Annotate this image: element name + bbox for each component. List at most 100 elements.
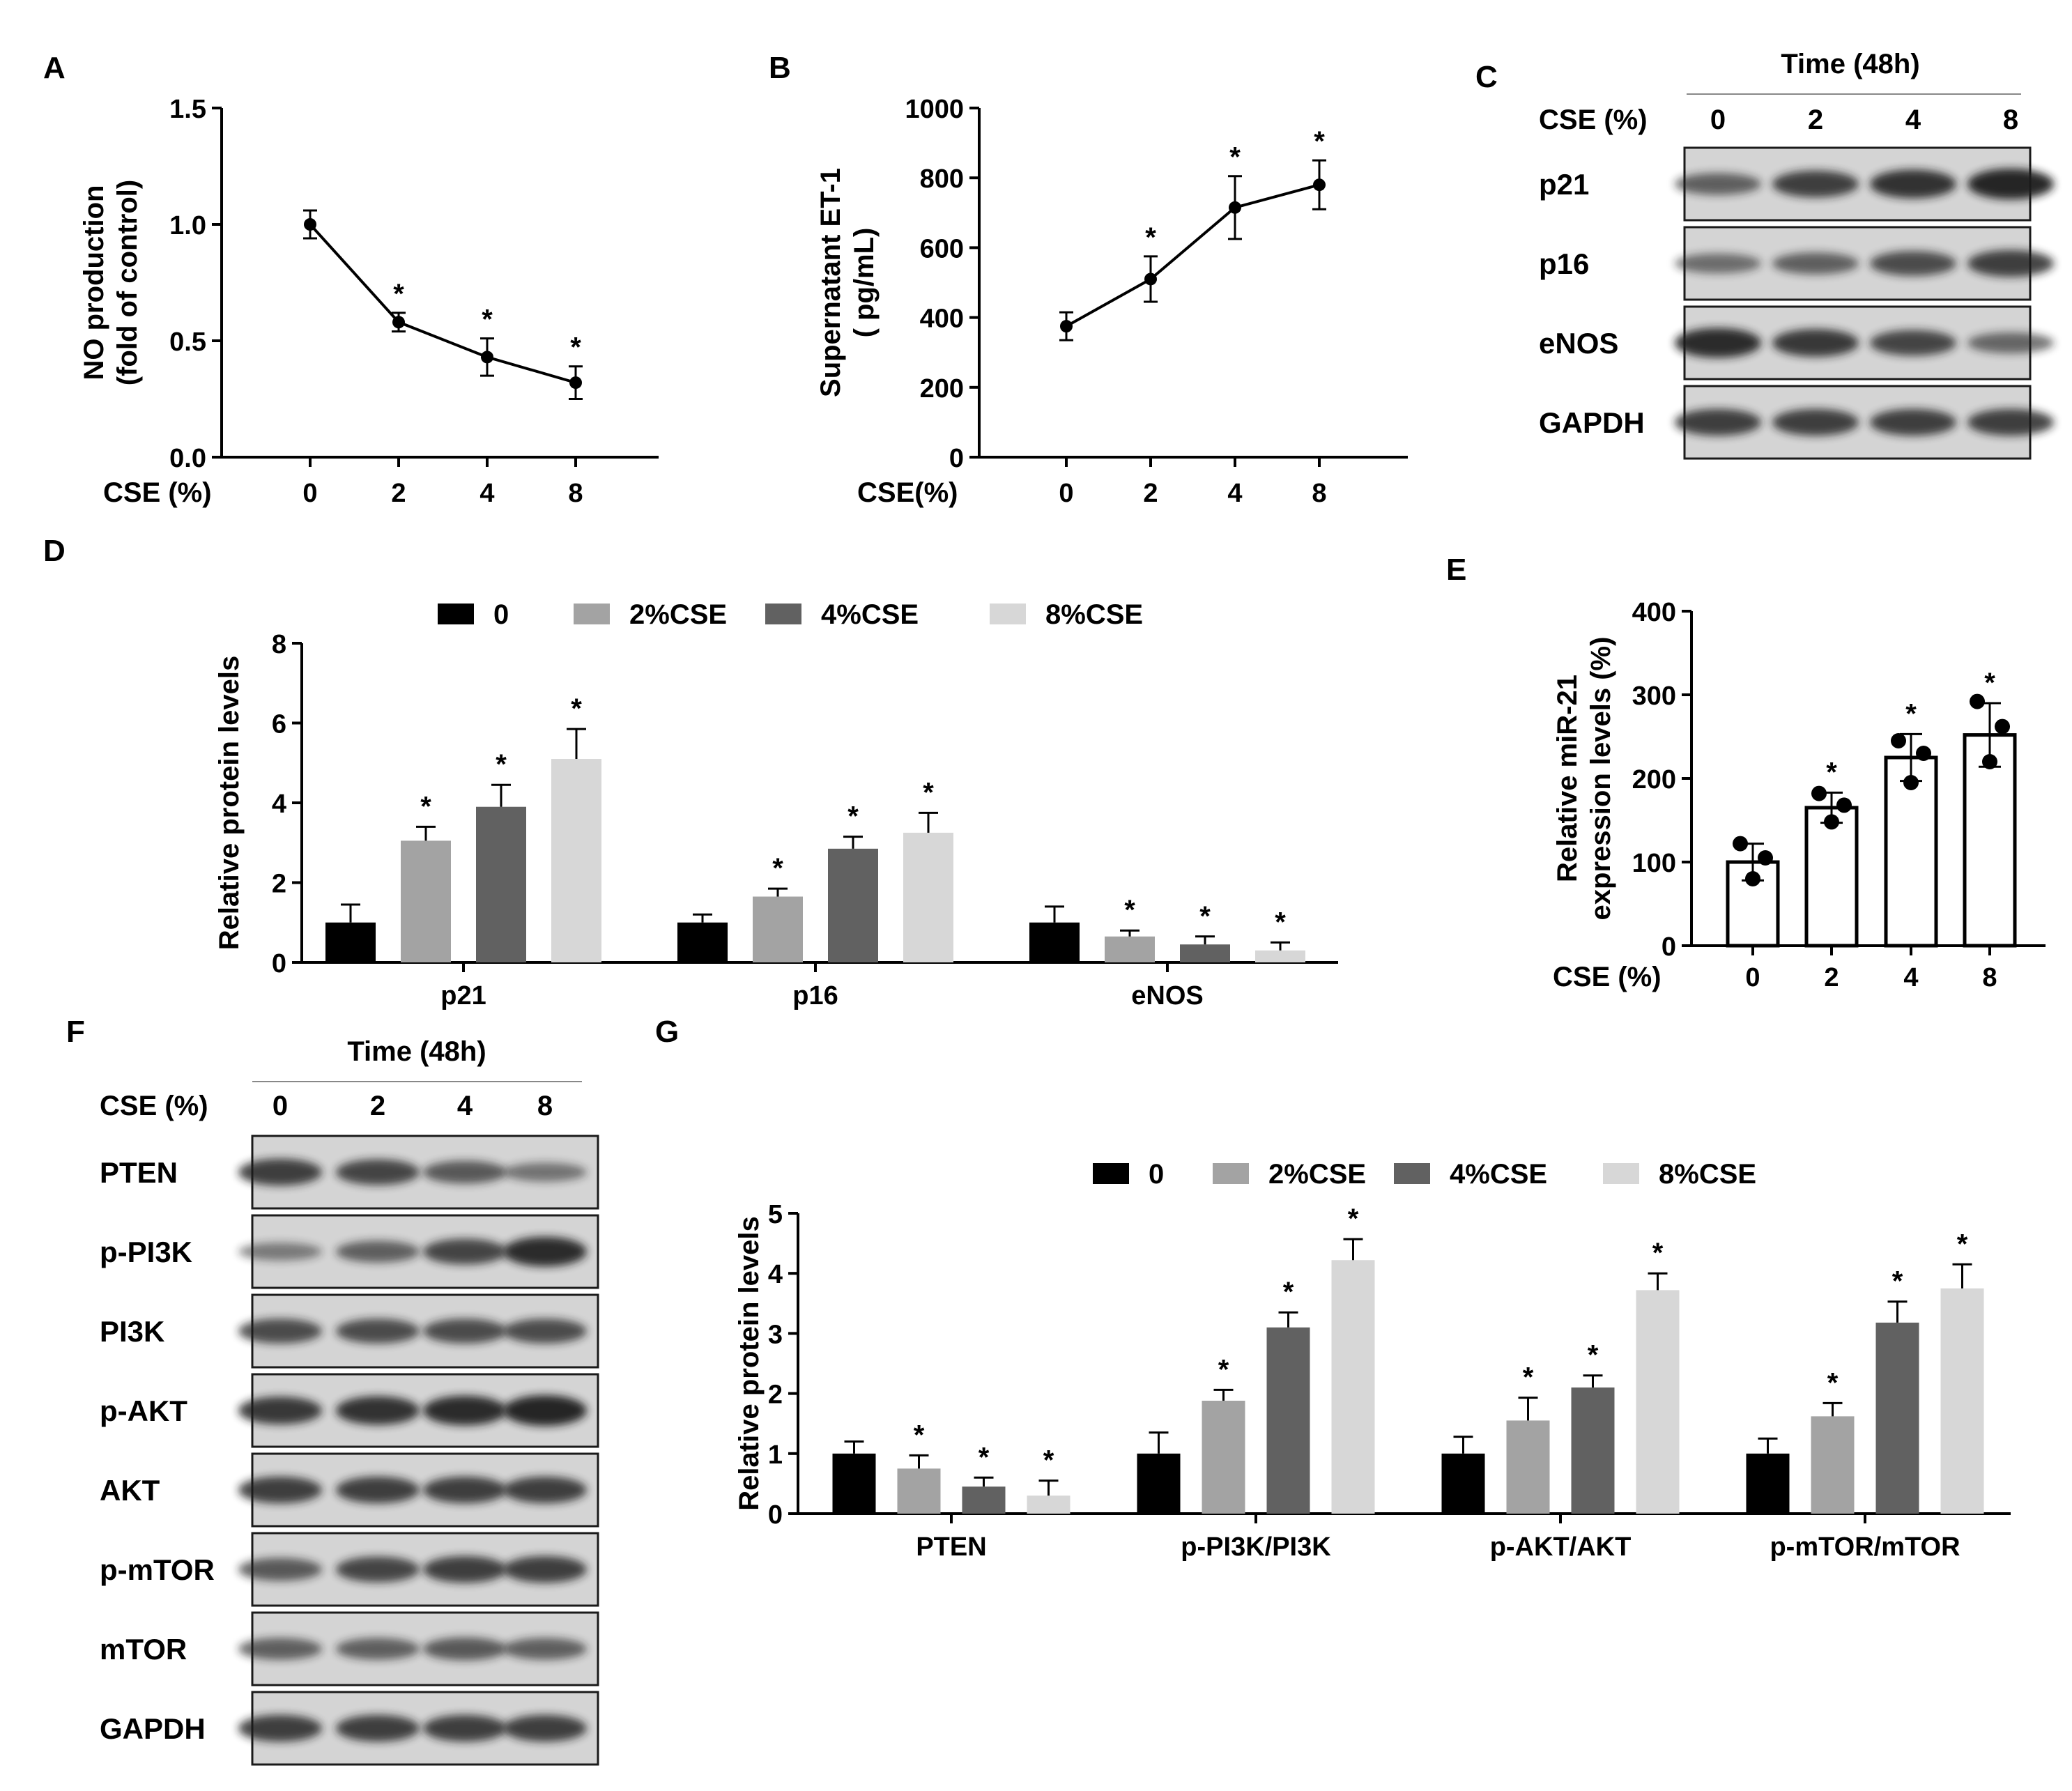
y-axis-label: Relative miR-21 (1552, 675, 1583, 882)
blot-header: Time (48h) (347, 1036, 486, 1067)
y-tick-label: 0 (768, 1500, 783, 1530)
protein-band (423, 1319, 507, 1344)
y-tick-label: 300 (1632, 682, 1676, 711)
protein-band (336, 1396, 420, 1425)
protein-label: p21 (1539, 168, 1589, 201)
protein-band (238, 1638, 322, 1660)
y-tick-label: 100 (1632, 849, 1676, 878)
protein-band (336, 1714, 420, 1742)
x-tick-label: 4 (479, 479, 494, 508)
y-axis-label: NO production (79, 185, 109, 381)
protein-label: p-PI3K (100, 1236, 192, 1268)
data-point (1891, 733, 1906, 748)
y-tick-label: 400 (1632, 598, 1676, 627)
y-axis-label: Relative protein levels (734, 1216, 765, 1510)
data-point (1060, 320, 1073, 333)
y-axis-label: (fold of control) (112, 180, 143, 385)
y-axis-label: ( pg/mL) (849, 228, 880, 338)
legend-swatch (1394, 1163, 1430, 1184)
protein-band (423, 1238, 507, 1265)
bar (1804, 806, 1859, 948)
blot-header: Time (48h) (1781, 49, 1919, 79)
legend-swatch (1213, 1163, 1249, 1184)
significance-star: * (1043, 1445, 1054, 1476)
bar (832, 1453, 876, 1514)
protein-label: eNOS (1539, 327, 1618, 360)
legend-label: 4%CSE (1450, 1159, 1547, 1190)
x-tick-label: 2 (1824, 963, 1839, 992)
y-tick-label: 4 (272, 790, 286, 819)
y-tick-label: 800 (920, 164, 964, 194)
y-tick-label: 1.5 (169, 95, 206, 124)
protein-band (503, 1476, 587, 1504)
cse-row-label: CSE (%) (100, 1091, 208, 1121)
bar (753, 896, 803, 962)
data-point (481, 351, 493, 364)
protein-band (423, 1714, 507, 1742)
significance-star: * (1827, 1367, 1839, 1398)
significance-star: * (1348, 1204, 1359, 1234)
series-line (1066, 183, 1320, 328)
y-tick-label: 0.5 (169, 328, 206, 357)
y-tick-label: 1 (768, 1440, 783, 1470)
protein-band (1772, 252, 1859, 275)
bar (1029, 922, 1080, 962)
protein-band (1967, 169, 2054, 199)
y-tick-label: 3 (768, 1320, 783, 1349)
significance-star: * (1275, 907, 1286, 937)
legend-swatch (765, 604, 801, 624)
x-axis-label: CSE (%) (103, 477, 212, 508)
y-tick-label: 2 (272, 870, 286, 899)
protein-band (503, 1638, 587, 1660)
legend-label: 0 (1149, 1159, 1164, 1190)
protein-label: p16 (1539, 247, 1589, 280)
bar (828, 848, 878, 962)
panel-letter-b: B (769, 51, 791, 85)
x-tick-label: 8 (1982, 963, 1997, 992)
bar (677, 922, 728, 962)
protein-band (1772, 170, 1859, 198)
y-tick-label: 8 (272, 630, 286, 659)
protein-band (336, 1638, 420, 1660)
protein-band (1967, 332, 2054, 353)
significance-star: * (393, 279, 404, 309)
protein-band (238, 1158, 322, 1186)
significance-star: * (914, 1420, 925, 1450)
significance-star: * (1826, 757, 1837, 787)
data-point (1313, 178, 1326, 192)
protein-band (238, 1397, 322, 1424)
data-point (1836, 797, 1852, 813)
bar (1441, 1453, 1485, 1514)
bar (1266, 1327, 1310, 1514)
y-tick-label: 5 (768, 1200, 783, 1229)
protein-band (423, 1395, 507, 1426)
y-tick-label: 200 (920, 374, 964, 403)
protein-band (1870, 330, 1956, 356)
lane-label: 2 (1808, 105, 1823, 135)
protein-label: AKT (100, 1474, 160, 1507)
protein-band (423, 1555, 507, 1583)
panel-letter-e: E (1446, 553, 1466, 587)
bar (1137, 1453, 1181, 1514)
significance-star: * (847, 801, 859, 832)
y-tick-label: 1000 (905, 95, 964, 124)
lane-label: 2 (370, 1091, 385, 1121)
protein-band (238, 1243, 322, 1261)
data-point (1916, 746, 1931, 761)
protein-band (238, 1558, 322, 1581)
x-tick-label: 8 (1312, 479, 1326, 508)
protein-band (1772, 408, 1859, 436)
y-tick-label: 600 (920, 234, 964, 263)
significance-star: * (1218, 1354, 1229, 1385)
protein-band (1967, 249, 2054, 277)
significance-star: * (420, 791, 431, 822)
protein-band (1675, 408, 1761, 436)
protein-band (1675, 328, 1761, 358)
bar (401, 840, 451, 962)
x-tick-label: p-AKT/AKT (1490, 1532, 1632, 1562)
protein-band (503, 1162, 587, 1182)
panel-letter-g: G (655, 1015, 679, 1049)
panel-letter-f: F (66, 1015, 85, 1049)
y-tick-label: 2 (768, 1381, 783, 1410)
panel-letter-c: C (1475, 60, 1498, 94)
